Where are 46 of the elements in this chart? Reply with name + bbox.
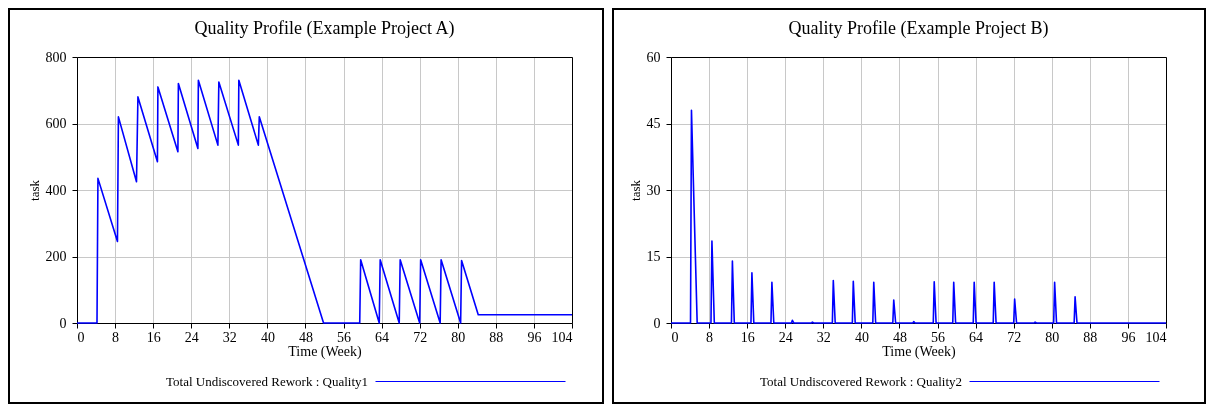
x-tick-label: 88 bbox=[489, 329, 504, 345]
x-tick-label: 56 bbox=[931, 329, 946, 345]
y-tick-label: 60 bbox=[646, 49, 661, 65]
x-tick-label: 104 bbox=[1145, 329, 1167, 345]
x-tick-label: 16 bbox=[740, 329, 755, 345]
x-tick-label: 0 bbox=[77, 329, 85, 345]
y-tick-label: 30 bbox=[646, 182, 661, 198]
x-tick-label: 32 bbox=[816, 329, 831, 345]
x-tick-label: 72 bbox=[1007, 329, 1022, 345]
y-tick-label: 200 bbox=[45, 249, 67, 264]
x-tick-label: 80 bbox=[1045, 329, 1060, 345]
x-tick-label: 32 bbox=[222, 329, 237, 345]
x-tick-label: 24 bbox=[184, 329, 199, 345]
y-tick-label: 800 bbox=[45, 49, 67, 65]
y-axis-title: task bbox=[627, 179, 643, 201]
text: Total Undiscovered Rework : Quality1 bbox=[166, 373, 368, 389]
x-tick-label: 104 bbox=[551, 329, 573, 345]
y-tick-label: 600 bbox=[45, 116, 67, 131]
x-tick-label: 64 bbox=[969, 329, 984, 345]
x-tick-label: 64 bbox=[375, 329, 390, 345]
x-tick-label: 56 bbox=[337, 329, 352, 345]
x-tick-label: 24 bbox=[778, 329, 793, 345]
chart-title: Quality Profile (Example Project B) bbox=[788, 18, 1049, 39]
y-tick-label: 400 bbox=[45, 182, 67, 198]
y-tick-label: 0 bbox=[59, 315, 67, 331]
x-tick-label: 96 bbox=[1121, 329, 1136, 345]
y-axis-title: task bbox=[26, 179, 42, 201]
chart-title: Quality Profile (Example Project A) bbox=[194, 18, 455, 39]
x-tick-label: 88 bbox=[1083, 329, 1098, 345]
x-tick-label: 72 bbox=[413, 329, 428, 345]
x-tick-label: 16 bbox=[146, 329, 161, 345]
x-axis-title: Time (Week) bbox=[882, 343, 957, 360]
x-tick-label: 40 bbox=[854, 329, 869, 345]
x-tick-label: 96 bbox=[527, 329, 542, 345]
x-tick-label: 0 bbox=[671, 329, 679, 345]
y-tick-label: 15 bbox=[646, 249, 661, 264]
x-tick-label: 8 bbox=[706, 329, 714, 345]
x-tick-label: 80 bbox=[451, 329, 466, 345]
x-tick-label: 40 bbox=[260, 329, 275, 345]
x-tick-label: 8 bbox=[112, 329, 120, 345]
text: Total Undiscovered Rework : Quality2 bbox=[760, 373, 962, 389]
y-tick-label: 45 bbox=[646, 116, 661, 131]
x-tick-label: 48 bbox=[298, 329, 313, 345]
y-tick-label: 0 bbox=[653, 315, 661, 331]
x-tick-label: 48 bbox=[892, 329, 907, 345]
x-axis-title: Time (Week) bbox=[288, 343, 363, 360]
